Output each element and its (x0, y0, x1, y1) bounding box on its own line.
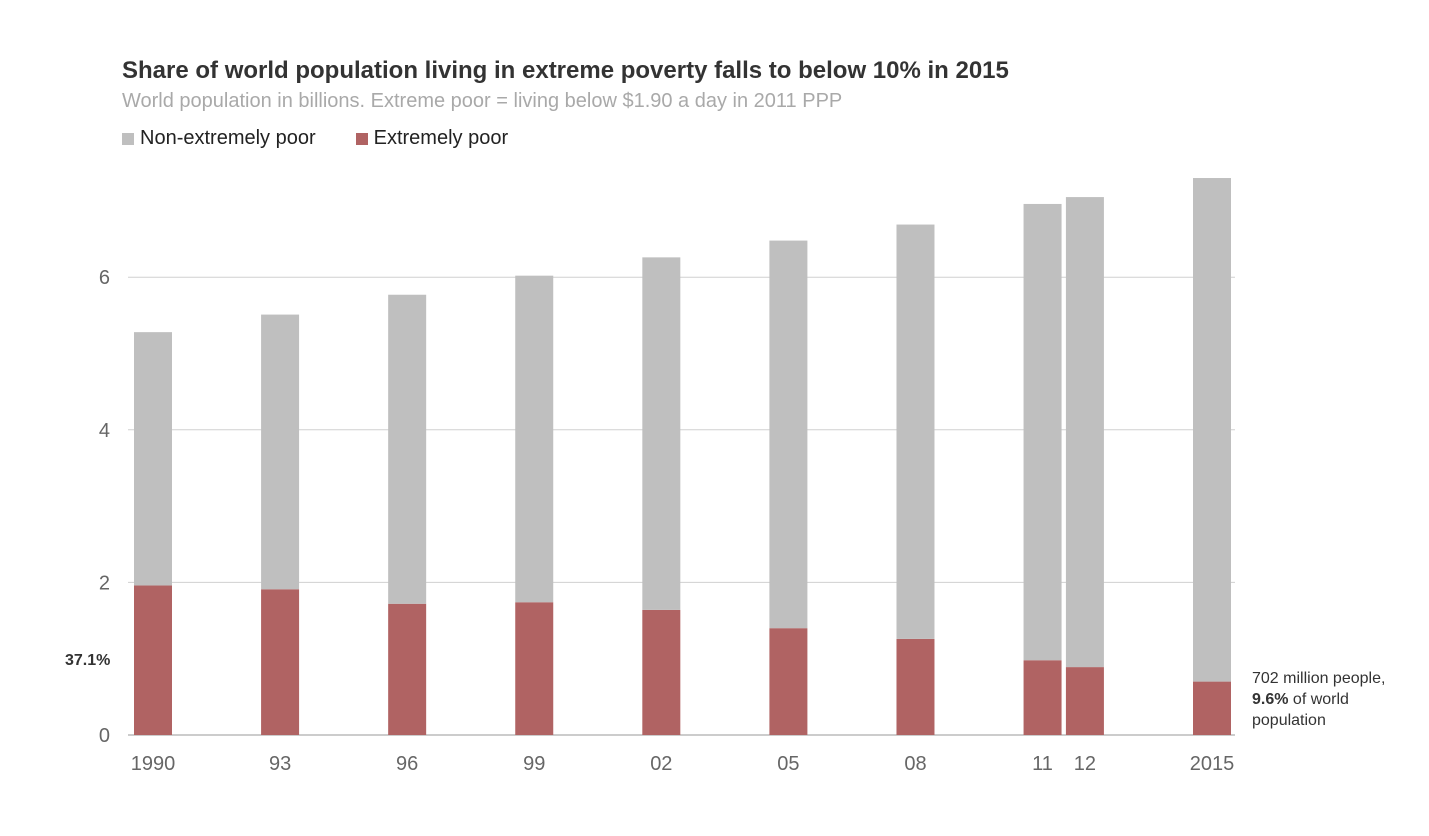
bar-non-extremely-poor-96 (388, 294, 427, 604)
legend-swatch-non-extremely-poor (122, 132, 134, 145)
legend-swatch-extremely-poor (355, 132, 368, 145)
bar-non-extremely-poor-11 (1023, 203, 1062, 661)
annotation-line-1: 702 million people, (1252, 670, 1386, 687)
bar-non-extremely-poor-99 (515, 275, 554, 603)
x-tick-label-2015: 2015 (1190, 753, 1235, 775)
chart-title: Share of world population living in extr… (122, 57, 1009, 84)
bar-extremely-poor-96 (388, 603, 427, 735)
x-tick-label-11: 11 (1032, 753, 1053, 775)
bar-extremely-poor-05 (769, 628, 808, 735)
x-tick-label-05: 05 (777, 753, 799, 775)
annotation-line-2: 9.6% of world (1252, 689, 1385, 710)
x-tick-label-12: 12 (1074, 753, 1096, 775)
x-tick-label-02: 02 (650, 753, 672, 775)
last-bar-annotation: 702 million people, 9.6% of world popula… (1252, 668, 1385, 731)
bar-non-extremely-poor-2015 (1193, 178, 1231, 682)
legend-item-extremely-poor: Extremely poor (355, 127, 509, 150)
chart-subtitle: World population in billions. Extreme po… (122, 90, 843, 112)
annotation-share: 9.6% (1252, 691, 1289, 708)
legend: Non-extremely poor Extremely poor (122, 127, 548, 150)
y-tick-label-0: 0 (99, 725, 110, 747)
bar-extremely-poor-99 (515, 602, 554, 735)
bar-non-extremely-poor-05 (769, 240, 808, 629)
annotation-share-rest: of world (1288, 691, 1349, 708)
x-tick-label-08: 08 (904, 753, 926, 775)
x-tick-label-99: 99 (523, 753, 545, 775)
legend-label-non-extremely-poor: Non-extremely poor (140, 127, 316, 149)
annotation-line-3: population (1252, 712, 1326, 729)
bar-extremely-poor-11 (1023, 660, 1062, 735)
bar-non-extremely-poor-02 (642, 257, 681, 610)
legend-label-extremely-poor: Extremely poor (373, 127, 509, 149)
y-tick-label-2: 2 (99, 572, 110, 594)
bar-extremely-poor-12 (1065, 667, 1104, 735)
bar-extremely-poor-08 (896, 638, 935, 735)
bar-extremely-poor-2015 (1193, 681, 1231, 735)
first-bar-share-annotation: 37.1% (65, 652, 111, 669)
bar-extremely-poor-93 (261, 589, 300, 735)
x-tick-label-96: 96 (396, 753, 418, 775)
bar-non-extremely-poor-93 (261, 314, 300, 590)
bar-non-extremely-poor-12 (1065, 197, 1104, 668)
bar-extremely-poor-02 (642, 609, 681, 735)
legend-item-non-extremely-poor: Non-extremely poor (122, 127, 316, 150)
y-tick-label-6: 6 (99, 267, 110, 289)
bar-non-extremely-poor-1990 (134, 332, 172, 586)
bar-extremely-poor-1990 (134, 585, 172, 735)
x-tick-label-93: 93 (269, 753, 291, 775)
bar-non-extremely-poor-08 (896, 224, 935, 639)
x-tick-label-1990: 1990 (131, 753, 176, 775)
y-tick-label-4: 4 (99, 420, 110, 442)
